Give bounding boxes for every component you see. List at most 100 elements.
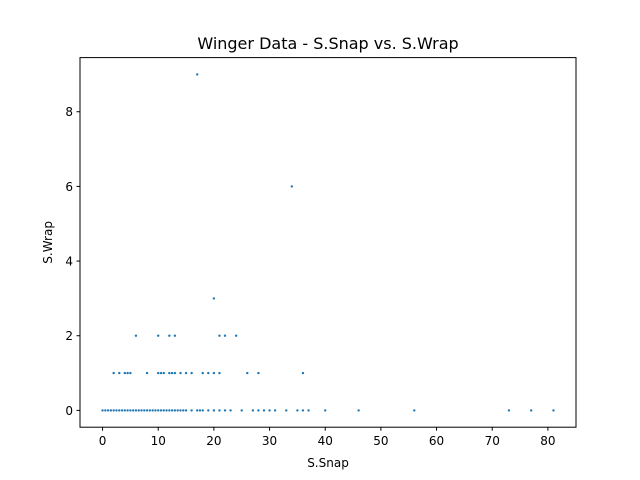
data-point (162, 409, 165, 412)
data-point (234, 334, 238, 337)
data-point (151, 409, 154, 412)
data-point (182, 409, 185, 412)
data-point (240, 409, 243, 412)
data-point (134, 334, 138, 337)
data-point (212, 409, 216, 412)
data-point (112, 371, 115, 375)
data-point (123, 409, 127, 412)
data-point (157, 334, 160, 337)
data-point (145, 371, 149, 375)
data-point (106, 409, 110, 412)
data-point (145, 409, 149, 412)
data-point (101, 409, 104, 412)
x-tick-label: 80 (540, 434, 555, 448)
data-point (126, 371, 129, 375)
data-point (218, 334, 221, 337)
data-point (118, 409, 121, 412)
data-point (301, 409, 305, 412)
x-tick-label: 20 (206, 434, 221, 448)
data-point (129, 371, 132, 375)
data-point (148, 409, 152, 412)
data-point (223, 409, 227, 412)
data-point (173, 409, 177, 412)
data-point (184, 371, 188, 375)
data-point (301, 371, 305, 375)
data-point (157, 409, 160, 412)
x-tick-label: 0 (99, 434, 107, 448)
data-point (257, 409, 260, 412)
data-point (290, 185, 294, 188)
data-point (120, 409, 124, 412)
data-point (307, 409, 310, 412)
points-layer (101, 73, 555, 412)
data-point (123, 371, 127, 375)
data-point (212, 371, 216, 375)
data-point (195, 409, 199, 412)
data-point (251, 409, 255, 412)
data-point (273, 409, 277, 412)
data-point (154, 409, 157, 412)
y-tick-label: 0 (65, 404, 73, 418)
data-point (170, 409, 174, 412)
y-axis-label: S.Wrap (41, 221, 55, 264)
data-point (229, 409, 232, 412)
data-point (190, 409, 193, 412)
data-point (257, 371, 260, 375)
data-point (179, 409, 182, 412)
data-point (324, 409, 327, 412)
chart-title: Winger Data - S.Snap vs. S.Wrap (197, 34, 458, 53)
y-tick-label: 4 (65, 255, 73, 269)
data-point (137, 409, 140, 412)
data-point (413, 409, 416, 412)
plot-frame (79, 57, 577, 428)
y-tick-label: 8 (65, 105, 73, 119)
data-point (165, 409, 168, 412)
data-point (131, 409, 135, 412)
data-point (173, 334, 177, 337)
x-tick-label: 70 (485, 434, 500, 448)
data-point (285, 409, 288, 412)
data-point (296, 409, 299, 412)
data-point (129, 409, 132, 412)
x-tick-label: 10 (151, 434, 166, 448)
data-point (162, 371, 165, 375)
data-point (115, 409, 118, 412)
data-point (143, 409, 146, 412)
data-point (179, 371, 182, 375)
x-axis: 0 10 20 30 40 50 60 70 80 (99, 427, 556, 448)
data-point (201, 409, 204, 412)
data-point (112, 409, 115, 412)
data-point (195, 73, 199, 76)
data-point (218, 371, 221, 375)
data-point (170, 371, 174, 375)
data-point (190, 371, 193, 375)
data-point (507, 409, 511, 412)
data-point (159, 409, 163, 412)
data-point (201, 371, 204, 375)
y-axis: 0 2 4 6 8 (65, 105, 80, 418)
x-tick-label: 50 (373, 434, 388, 448)
data-point (168, 334, 171, 337)
data-point (207, 409, 210, 412)
data-point (262, 409, 266, 412)
data-point (176, 409, 179, 412)
x-tick-label: 40 (318, 434, 333, 448)
data-point (104, 409, 107, 412)
data-point (198, 409, 202, 412)
data-point (126, 409, 129, 412)
data-point (529, 409, 533, 412)
data-point (140, 409, 143, 412)
data-point (357, 409, 360, 412)
data-point (134, 409, 138, 412)
data-point (268, 409, 271, 412)
data-point (168, 409, 171, 412)
data-point (173, 371, 177, 375)
data-point (223, 334, 227, 337)
data-point (168, 371, 171, 375)
data-point (159, 371, 163, 375)
data-point (184, 409, 188, 412)
data-point (552, 409, 555, 412)
